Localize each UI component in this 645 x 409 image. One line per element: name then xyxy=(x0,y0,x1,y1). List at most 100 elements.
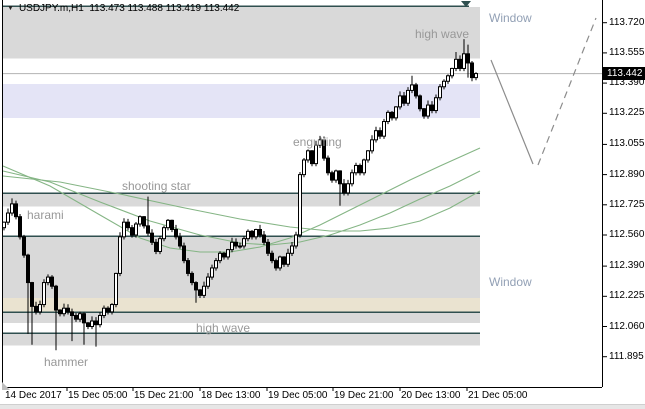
candle xyxy=(162,225,166,242)
candle-body xyxy=(322,139,326,159)
sr-zone xyxy=(3,313,480,323)
candle xyxy=(438,84,442,101)
candle-body xyxy=(246,230,250,240)
candle-body xyxy=(46,276,50,284)
sr-zone xyxy=(3,7,480,59)
candle-body xyxy=(422,108,426,117)
candle xyxy=(258,224,262,238)
candle-body xyxy=(98,315,102,326)
candle xyxy=(206,273,210,289)
candle xyxy=(142,215,146,229)
candle xyxy=(470,60,474,82)
ma-mid xyxy=(2,170,481,246)
candle-body xyxy=(102,307,106,317)
candle xyxy=(334,169,338,183)
candle-body xyxy=(86,322,90,328)
candle-body xyxy=(226,249,230,258)
window-gap-label: Window xyxy=(489,11,532,25)
candle-body xyxy=(382,121,386,137)
candle-body xyxy=(214,260,218,269)
candle xyxy=(354,162,358,176)
y-axis-label: 112.725 xyxy=(609,198,645,210)
y-axis-label: 112.890 xyxy=(609,168,645,180)
candle xyxy=(42,279,46,308)
candle xyxy=(234,238,238,249)
candle-body xyxy=(194,282,198,291)
candle xyxy=(246,229,250,242)
candle-body xyxy=(38,304,42,313)
candle-body xyxy=(406,89,410,104)
candle xyxy=(26,253,30,334)
candle xyxy=(34,301,38,315)
candle-body xyxy=(342,183,346,194)
candle-body xyxy=(58,309,62,315)
pattern-annotation: shooting star xyxy=(122,179,191,193)
candle-body xyxy=(370,139,374,152)
candle-body xyxy=(118,236,122,274)
forecast-up-dashed-line xyxy=(537,17,597,166)
candle xyxy=(150,229,154,245)
candle-body xyxy=(198,289,202,296)
candle-body xyxy=(470,62,474,79)
candle xyxy=(394,106,398,121)
sr-zone xyxy=(3,334,480,346)
candle-body xyxy=(330,172,334,181)
candle xyxy=(126,218,130,231)
candle-body xyxy=(318,139,322,146)
candle-body xyxy=(362,159,366,174)
candle-body xyxy=(106,307,110,313)
candle xyxy=(430,101,434,114)
candle-body xyxy=(262,234,266,243)
candle xyxy=(294,231,298,249)
candle-body xyxy=(434,97,438,112)
candle xyxy=(286,248,290,267)
candle xyxy=(406,87,410,106)
candle-body xyxy=(130,227,134,236)
ohlc-readout: 113.473 113.488 113.419 113.442 xyxy=(89,3,240,14)
candle-body xyxy=(338,170,342,185)
candle xyxy=(54,284,58,351)
candle-body xyxy=(30,282,34,307)
candle-body xyxy=(110,304,114,313)
candle xyxy=(122,218,126,240)
candle xyxy=(262,231,266,245)
candle-body xyxy=(310,150,314,165)
candle-body xyxy=(358,164,362,174)
candle xyxy=(190,271,194,286)
x-axis-label: 19 Dec 05:00 xyxy=(268,390,328,401)
candle xyxy=(38,300,42,315)
candle-body xyxy=(146,225,150,234)
candle xyxy=(250,229,254,240)
candle xyxy=(198,289,202,299)
candle-body xyxy=(218,252,222,262)
candle xyxy=(382,118,386,139)
candle xyxy=(130,225,134,238)
candle xyxy=(442,79,446,90)
candle-body xyxy=(414,84,418,97)
candle-body xyxy=(242,238,246,247)
candle xyxy=(222,251,226,260)
candle-body xyxy=(442,80,446,88)
candle-body xyxy=(326,157,330,174)
candle xyxy=(378,127,382,139)
candle xyxy=(290,242,294,256)
candle xyxy=(134,222,138,238)
candle xyxy=(114,272,118,308)
candle-body xyxy=(282,256,286,265)
candle xyxy=(266,239,270,256)
candle-body xyxy=(238,245,242,248)
candle-body xyxy=(270,252,274,262)
candle-body xyxy=(206,276,210,287)
x-axis-label: 19 Dec 21:00 xyxy=(334,390,394,401)
candle xyxy=(282,256,286,267)
candle xyxy=(278,255,282,271)
candle-body xyxy=(138,216,142,225)
candle xyxy=(118,232,122,277)
scroll-marker-icon xyxy=(2,382,10,390)
candle xyxy=(178,232,182,249)
candle-body xyxy=(466,53,470,64)
candle xyxy=(350,169,354,187)
candle-body xyxy=(250,230,254,238)
support-resistance-zones xyxy=(3,1,480,346)
